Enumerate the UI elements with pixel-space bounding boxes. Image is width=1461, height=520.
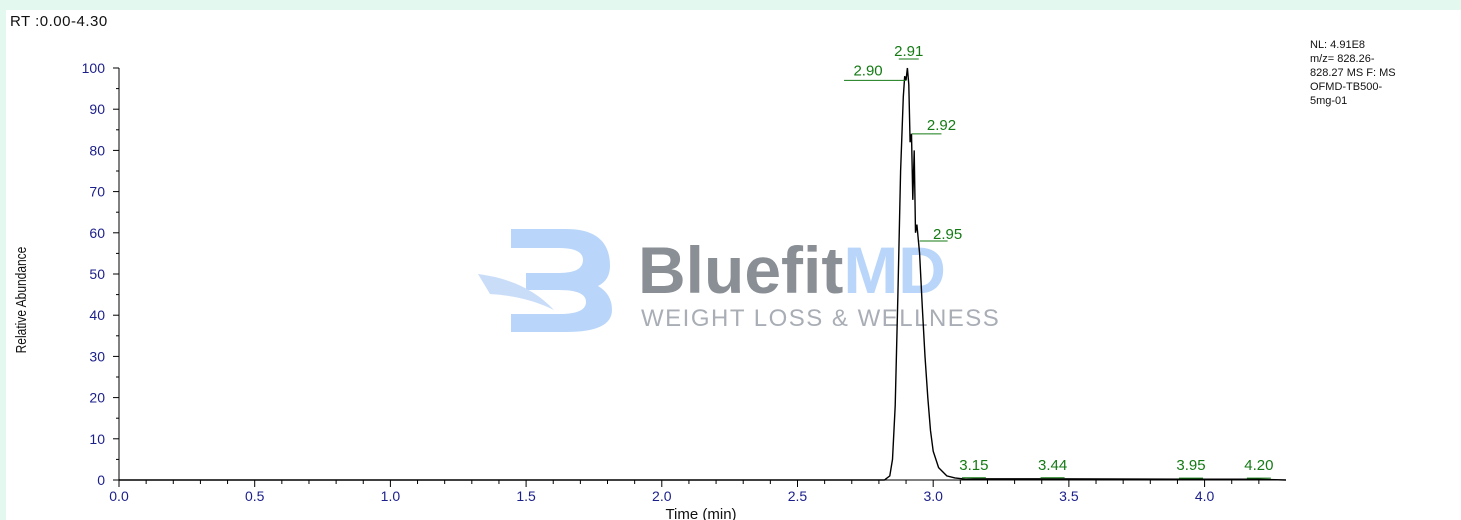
y-tick-label: 0 bbox=[97, 472, 105, 488]
peak-label: 2.92 bbox=[927, 117, 956, 134]
y-tick-label: 10 bbox=[89, 431, 105, 447]
rt-range-label: RT :0.00-4.30 bbox=[10, 13, 108, 30]
x-tick-label: 3.0 bbox=[923, 488, 943, 504]
x-tick-label: 1.5 bbox=[516, 488, 536, 504]
info-line: m/z= 828.26- bbox=[1310, 53, 1375, 65]
y-axis-title: Relative Abundance bbox=[13, 247, 30, 354]
x-tick-label: 3.5 bbox=[1059, 488, 1079, 504]
y-tick-label: 90 bbox=[89, 101, 105, 117]
watermark-brand-part2: MD bbox=[843, 233, 946, 307]
info-line: OFMD-TB500- bbox=[1310, 81, 1382, 93]
peak-label: 4.20 bbox=[1244, 457, 1273, 474]
info-line: 828.27 MS F: MS bbox=[1310, 67, 1396, 79]
y-tick-label: 80 bbox=[89, 142, 105, 158]
x-tick-label: 2.0 bbox=[652, 488, 672, 504]
info-line: 5mg-01 bbox=[1310, 95, 1347, 107]
chromatogram-chart: RT :0.00-4.30 NL: 4.91E8 m/z= 828.26- 828.… bbox=[6, 10, 1461, 520]
y-tick-label: 30 bbox=[89, 348, 105, 364]
watermark-brand: BluefitMD bbox=[638, 233, 946, 307]
y-tick-label: 100 bbox=[82, 60, 106, 76]
peak-label: 3.15 bbox=[959, 457, 988, 474]
x-tick-label: 0.5 bbox=[245, 488, 265, 504]
y-tick-label: 60 bbox=[89, 225, 105, 241]
y-tick-label: 40 bbox=[89, 307, 105, 323]
y-tick-label: 50 bbox=[89, 266, 105, 282]
chromatogram-trace bbox=[119, 67, 1287, 481]
watermark-logo-icon bbox=[511, 229, 612, 332]
x-tick-label: 4.0 bbox=[1195, 488, 1215, 504]
x-axis-title: Time (min) bbox=[665, 506, 736, 520]
peak-label: 2.95 bbox=[933, 226, 962, 243]
peak-label: 3.95 bbox=[1176, 457, 1205, 474]
peak-label: 2.90 bbox=[853, 62, 882, 79]
watermark-tagline: WEIGHT LOSS & WELLNESS bbox=[641, 305, 1000, 332]
normalization-info: NL: 4.91E8 m/z= 828.26- 828.27 MS F: MS OFM… bbox=[1310, 39, 1396, 107]
watermark: BluefitMD WEIGHT LOSS & WELLNESS bbox=[478, 229, 1000, 332]
peak-labels: 2.90 2.91 2.92 2.95 3.15 3.44 3.95 4.20 bbox=[844, 43, 1273, 479]
watermark-swoosh-icon bbox=[478, 274, 554, 310]
x-tick-label: 2.5 bbox=[788, 488, 808, 504]
peak-label: 3.44 bbox=[1038, 457, 1067, 474]
y-tick-label: 70 bbox=[89, 184, 105, 200]
peak-label: 2.91 bbox=[894, 43, 923, 60]
watermark-brand-part1: Bluefit bbox=[638, 233, 843, 307]
info-line: NL: 4.91E8 bbox=[1310, 39, 1365, 51]
y-tick-label: 20 bbox=[89, 390, 105, 406]
x-tick-label: 1.0 bbox=[381, 488, 401, 504]
x-tick-label: 0.0 bbox=[109, 488, 129, 504]
